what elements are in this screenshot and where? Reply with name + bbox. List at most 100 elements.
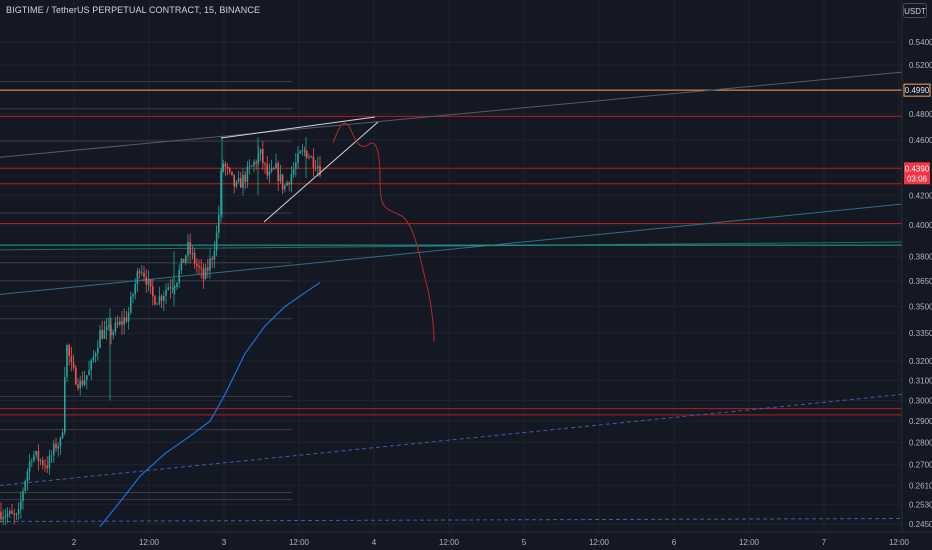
price-tick-label: 0.4600 xyxy=(909,136,932,145)
trendlines xyxy=(0,71,903,295)
candle-body xyxy=(132,294,134,297)
candle-body xyxy=(266,164,268,176)
candle-body xyxy=(123,317,125,325)
candle-body xyxy=(237,178,240,182)
candle-body xyxy=(77,384,79,389)
candle-body xyxy=(213,250,216,260)
candle-body xyxy=(119,321,121,325)
candle-body xyxy=(24,481,26,491)
candle-body xyxy=(255,161,257,164)
candle-body xyxy=(279,174,282,181)
candle-body xyxy=(292,168,295,175)
candle-body xyxy=(182,258,185,263)
time-tick-label: 12:00 xyxy=(439,538,460,547)
candle-body xyxy=(268,171,271,176)
candle-body xyxy=(15,513,18,515)
candle-body xyxy=(44,464,46,466)
candle-body xyxy=(136,271,139,284)
candle-body xyxy=(262,149,264,164)
candle-body xyxy=(189,242,191,254)
candle-body xyxy=(171,288,174,289)
candle-body xyxy=(193,252,196,264)
price-tick-label: 0.3500 xyxy=(909,302,932,311)
candle-body xyxy=(35,451,37,456)
candle-body xyxy=(158,296,161,304)
candle-body xyxy=(229,168,231,172)
candle-body xyxy=(86,375,88,380)
candle-body xyxy=(46,465,48,469)
candle-body xyxy=(108,325,110,327)
candle-body xyxy=(64,376,66,433)
candle-body xyxy=(277,163,279,181)
candle-body xyxy=(125,317,128,322)
candlestick-series xyxy=(0,137,321,526)
candle-body xyxy=(121,321,123,325)
price-tick-label: 0.4200 xyxy=(909,191,932,200)
candle-body xyxy=(226,166,229,169)
candle-body xyxy=(176,282,178,288)
candle-body xyxy=(130,296,132,313)
price-tick-label: 0.2530 xyxy=(909,500,932,509)
candle-body xyxy=(92,356,95,361)
candle-body xyxy=(75,367,77,385)
candle-body xyxy=(66,345,68,377)
candle-body xyxy=(180,258,183,270)
candle-body xyxy=(198,265,200,268)
candle-body xyxy=(248,166,251,167)
candle-body xyxy=(288,182,290,185)
candle-body xyxy=(319,165,321,176)
candle-body xyxy=(222,163,224,171)
price-tick-label: 0.4800 xyxy=(909,110,932,119)
price-axis-background xyxy=(902,0,932,532)
price-tick-label: 0.5400 xyxy=(909,38,932,47)
candle-body xyxy=(306,151,308,158)
price-tag-box xyxy=(903,83,931,97)
candle-body xyxy=(200,267,202,269)
pattern-drawings xyxy=(220,116,435,343)
candle-body xyxy=(4,516,7,518)
candle-body xyxy=(257,154,260,164)
candle-body xyxy=(138,271,141,273)
candle-body xyxy=(88,370,90,376)
candle-body xyxy=(244,174,246,182)
time-tick-label: 4 xyxy=(372,538,377,547)
candle-body xyxy=(127,312,130,322)
time-tick-label: 6 xyxy=(672,538,677,547)
moving-average-line xyxy=(99,282,321,527)
candle-body xyxy=(141,272,143,274)
candle-body xyxy=(251,165,253,167)
candle-body xyxy=(284,185,286,190)
candle-body xyxy=(31,460,33,462)
candle-body xyxy=(57,446,59,449)
currency-button[interactable]: USDT xyxy=(903,3,927,18)
candle-body xyxy=(259,149,262,155)
price-tick-label: 0.3100 xyxy=(909,376,932,385)
candle-body xyxy=(286,182,288,186)
candle-body xyxy=(50,455,53,457)
candle-body xyxy=(174,287,176,289)
candle-body xyxy=(114,322,117,332)
candle-body xyxy=(220,170,222,215)
candle-body xyxy=(303,150,306,152)
time-tick-label: 5 xyxy=(522,538,527,547)
candle-body xyxy=(149,279,152,287)
time-tick-label: 12:00 xyxy=(589,538,610,547)
candle-body xyxy=(308,157,310,159)
candle-body xyxy=(314,167,317,169)
candle-body xyxy=(28,461,31,472)
candle-body xyxy=(134,283,136,295)
candle-body xyxy=(310,156,312,158)
candle-body xyxy=(61,432,64,438)
candle-body xyxy=(33,455,35,461)
time-tick-label: 2 xyxy=(72,538,77,547)
candle-body xyxy=(13,513,15,515)
candle-body xyxy=(270,168,273,172)
candle-body xyxy=(275,163,277,169)
candle-body xyxy=(68,345,70,356)
candle-body xyxy=(290,174,293,185)
candle-body xyxy=(110,325,112,336)
time-tick-label: 12:00 xyxy=(289,538,310,547)
candle-body xyxy=(53,443,55,456)
candle-body xyxy=(105,326,108,330)
